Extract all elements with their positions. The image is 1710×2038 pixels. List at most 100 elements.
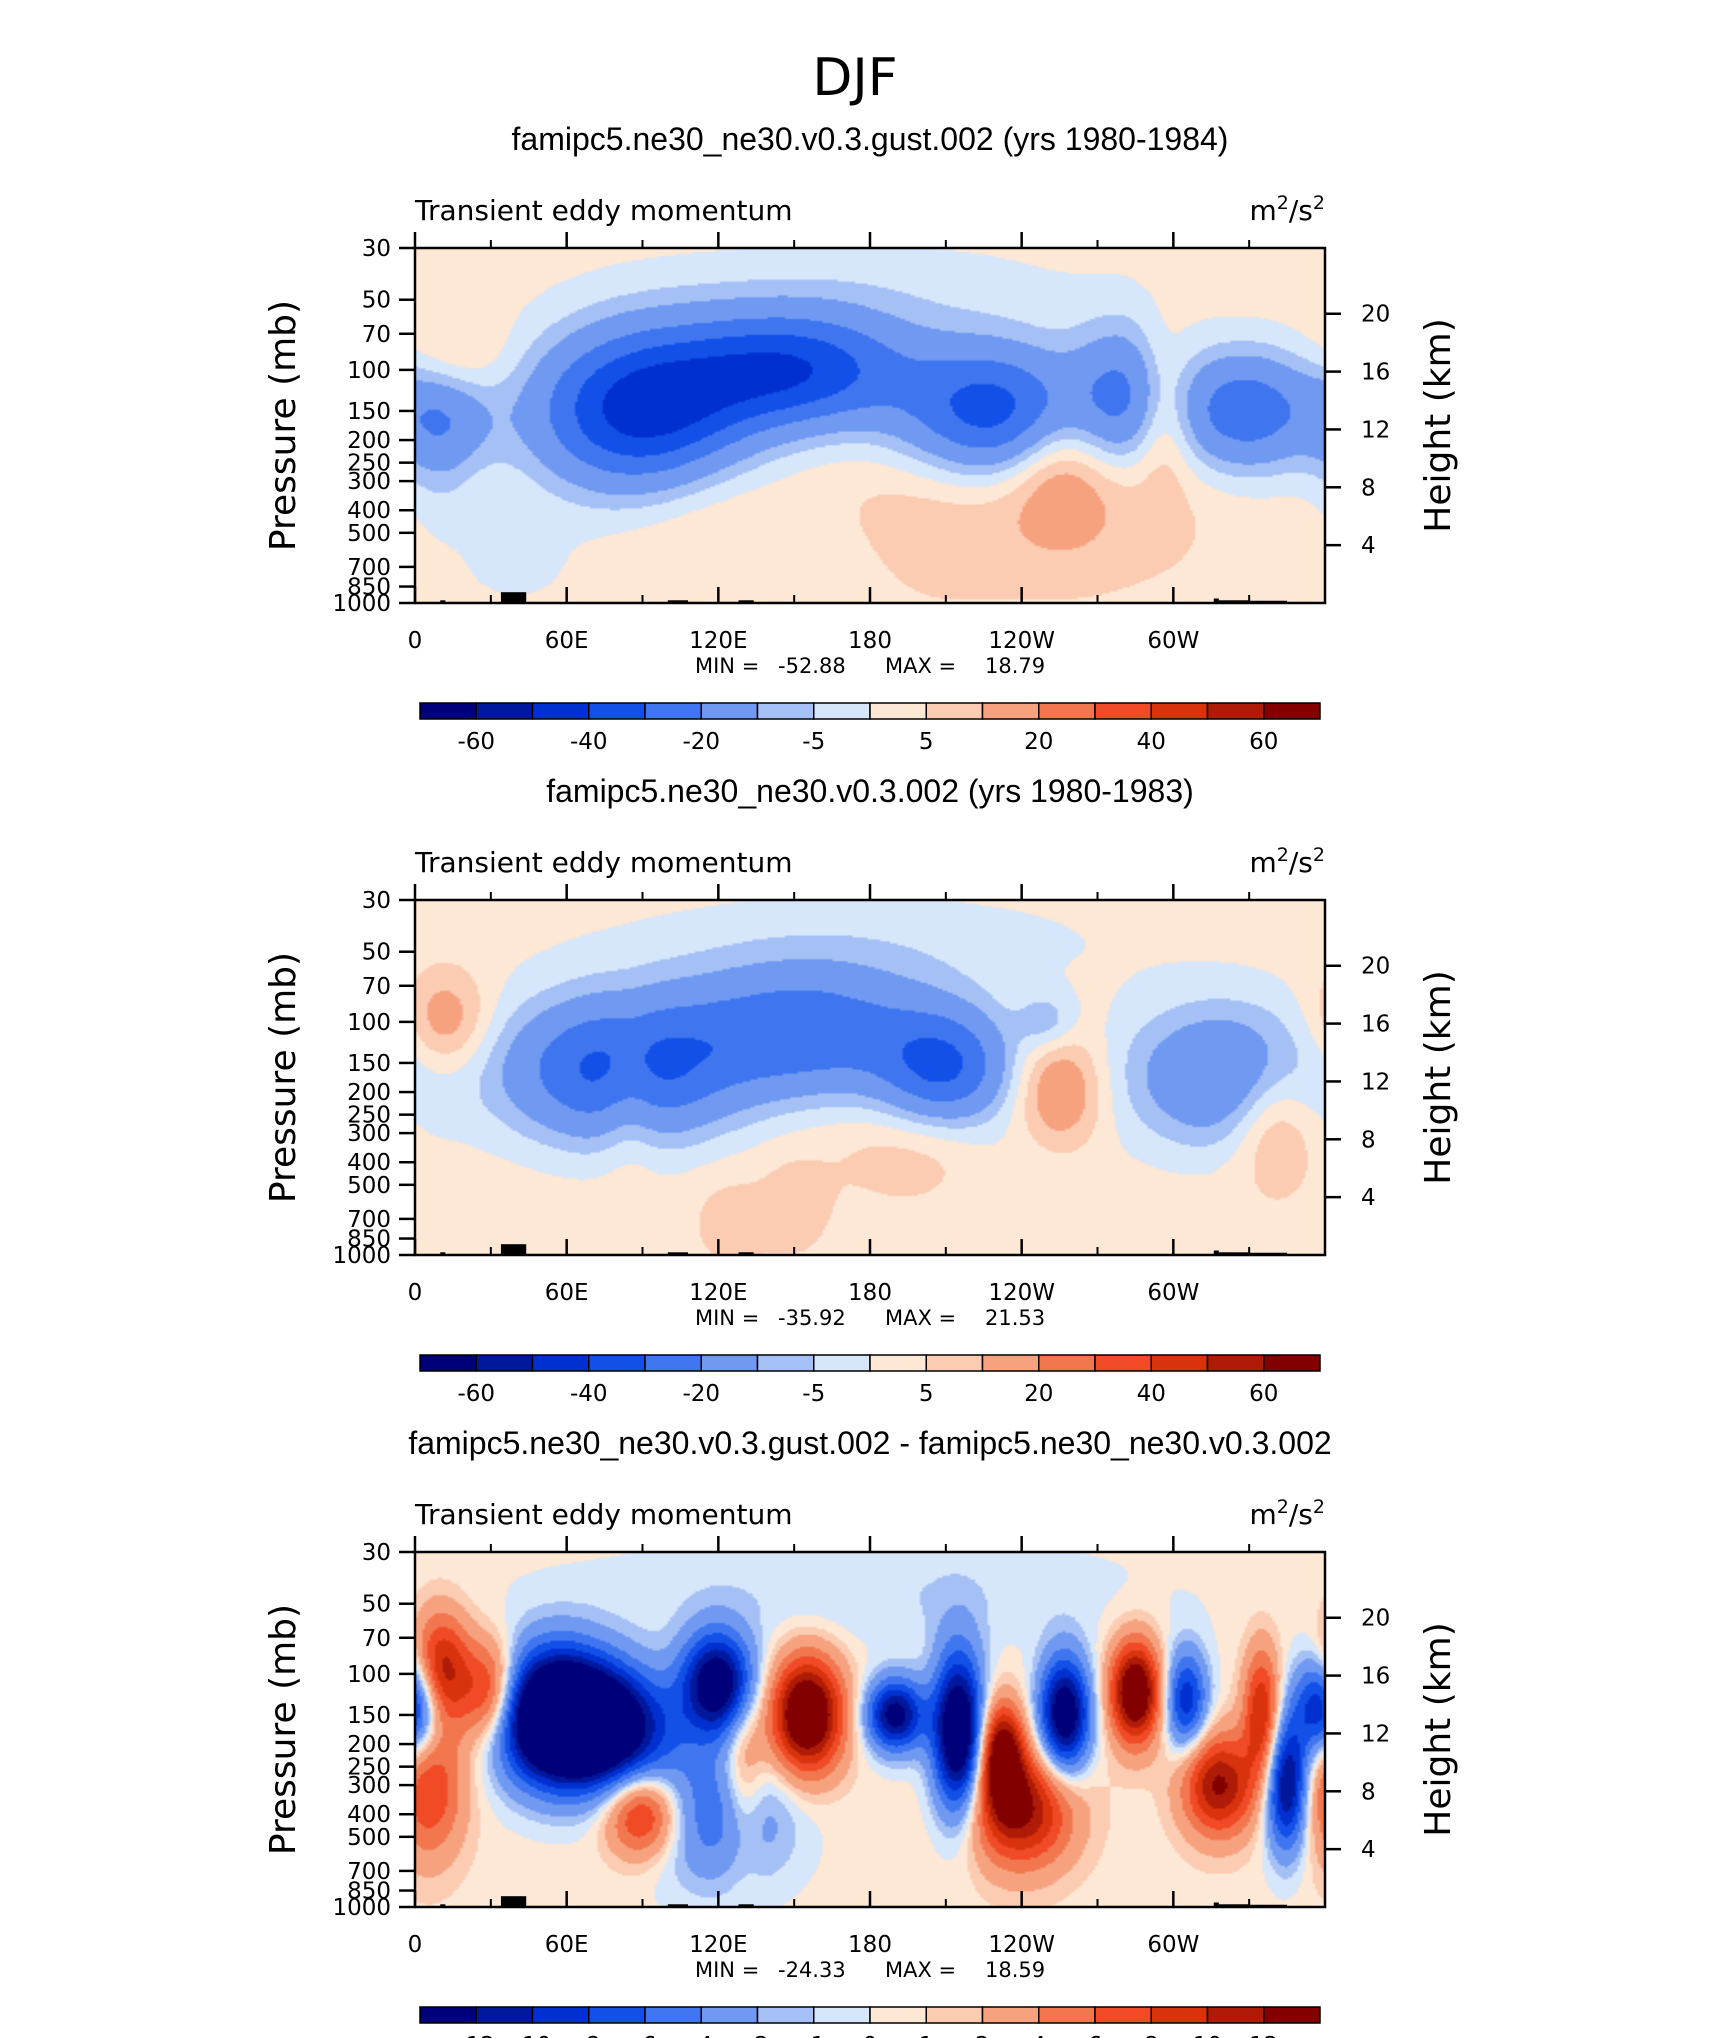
y-tick-label: 1000 bbox=[332, 591, 391, 617]
colorbar-box bbox=[700, 702, 759, 720]
heatmap-field bbox=[415, 248, 1325, 603]
colorbar-label: -8 bbox=[577, 2033, 600, 2038]
colorbar-label: -20 bbox=[682, 1381, 720, 1407]
topography-6 bbox=[1213, 1250, 1219, 1255]
colorbar-label: 2 bbox=[975, 2033, 990, 2038]
colorbar-label: 20 bbox=[1024, 729, 1053, 755]
heatmap-field bbox=[415, 1552, 1325, 1907]
x-tick-label: 120W bbox=[988, 1932, 1055, 1958]
y-tick-label: 150 bbox=[347, 1703, 391, 1729]
panel-left-label: Transient eddy momentum bbox=[414, 846, 793, 879]
colorbar-box bbox=[869, 1354, 927, 1372]
colorbar-label: 40 bbox=[1137, 1381, 1166, 1407]
stats-min-label: MIN = bbox=[695, 1306, 759, 1330]
x-tick-label: 60E bbox=[545, 1932, 589, 1958]
stats-max-label: MAX = bbox=[885, 1306, 956, 1330]
colorbar-label: -2 bbox=[746, 2033, 769, 2038]
colorbar-box bbox=[1150, 2006, 1209, 2024]
y-tick-label: 1000 bbox=[332, 1243, 391, 1269]
panel-title: famipc5.ne30_ne30.v0.3.gust.002 (yrs 198… bbox=[512, 121, 1229, 157]
y-tick-label: 700 bbox=[347, 1859, 391, 1885]
colorbar-box bbox=[1263, 2006, 1321, 2024]
y-tick-label: 300 bbox=[347, 1121, 391, 1147]
panel-units: m2/s2 bbox=[1250, 844, 1326, 879]
y-tick-label: 200 bbox=[347, 1732, 391, 1758]
topography-7 bbox=[1218, 1904, 1250, 1907]
colorbar-label: 5 bbox=[919, 729, 934, 755]
topography-6 bbox=[1213, 598, 1219, 603]
topography-6 bbox=[1213, 1902, 1219, 1907]
y-tick-label: 100 bbox=[347, 1010, 391, 1036]
topography-5 bbox=[738, 1252, 754, 1255]
colorbar-label: 12 bbox=[1249, 2033, 1278, 2038]
y-tick-label: 150 bbox=[347, 1051, 391, 1077]
colorbar-box bbox=[813, 702, 871, 720]
colorbar-box bbox=[475, 702, 534, 720]
colorbar-box bbox=[1038, 1354, 1096, 1372]
colorbar-box bbox=[419, 2006, 477, 2024]
y2-tick-label: 12 bbox=[1361, 417, 1390, 443]
y-tick-label: 30 bbox=[362, 1540, 391, 1566]
y-tick-label: 250 bbox=[347, 1103, 391, 1129]
x-tick-label: 120E bbox=[689, 1932, 747, 1958]
y2-tick-label: 4 bbox=[1361, 1837, 1376, 1863]
colorbar-box bbox=[1094, 702, 1152, 720]
colorbar-box bbox=[644, 1354, 702, 1372]
colorbar-box bbox=[981, 702, 1040, 720]
stats-min-value: -52.88 bbox=[778, 654, 846, 678]
y2-tick-label: 12 bbox=[1361, 1069, 1390, 1095]
y2-tick-label: 16 bbox=[1361, 1664, 1390, 1690]
colorbar-label: 0 bbox=[863, 2033, 878, 2038]
y-tick-label: 30 bbox=[362, 888, 391, 914]
y-tick-label: 500 bbox=[347, 1825, 391, 1851]
colorbar-label: -40 bbox=[570, 1381, 608, 1407]
topography-3 bbox=[500, 1244, 527, 1255]
colorbar-label: 8 bbox=[1144, 2033, 1159, 2038]
topography-4 bbox=[667, 600, 688, 603]
colorbar-box bbox=[813, 2006, 871, 2024]
y-tick-label: 70 bbox=[362, 974, 391, 1000]
y2-tick-label: 8 bbox=[1361, 1127, 1376, 1153]
colorbar-box bbox=[1206, 2006, 1265, 2024]
colorbar-label: -20 bbox=[682, 729, 720, 755]
topography-7 bbox=[1218, 600, 1250, 603]
y-tick-label: 100 bbox=[347, 1662, 391, 1688]
y-tick-label: 50 bbox=[362, 1592, 391, 1618]
stats-max-label: MAX = bbox=[885, 1958, 956, 1982]
y-tick-label: 300 bbox=[347, 469, 391, 495]
x-tick-label: 60W bbox=[1147, 1280, 1199, 1306]
colorbar-label: -60 bbox=[457, 729, 495, 755]
y-tick-label: 100 bbox=[347, 358, 391, 384]
colorbar-box bbox=[813, 1354, 871, 1372]
colorbar-box bbox=[925, 702, 984, 720]
y2-tick-label: 12 bbox=[1361, 1721, 1390, 1747]
stats-max-label: MAX = bbox=[885, 654, 956, 678]
y2-tick-label: 20 bbox=[1361, 302, 1390, 328]
y-tick-label: 70 bbox=[362, 322, 391, 348]
colorbar-box bbox=[1038, 2006, 1096, 2024]
colorbar-box bbox=[700, 1354, 759, 1372]
x-tick-label: 120E bbox=[689, 628, 747, 654]
topography-3 bbox=[500, 1896, 527, 1907]
x-tick-label: 60W bbox=[1147, 1932, 1199, 1958]
colorbar-label: -10 bbox=[514, 2033, 552, 2038]
x-tick-label: 0 bbox=[408, 628, 423, 654]
stats-min-label: MIN = bbox=[695, 654, 759, 678]
y-tick-label: 50 bbox=[362, 940, 391, 966]
y2-axis-title: Height (km) bbox=[1418, 1622, 1459, 1836]
x-tick-label: 120E bbox=[689, 1280, 747, 1306]
panel-title: famipc5.ne30_ne30.v0.3.002 (yrs 1980-198… bbox=[546, 773, 1194, 809]
colorbar-box bbox=[531, 1354, 590, 1372]
stats-max-value: 18.79 bbox=[985, 654, 1045, 678]
stats-max-value: 18.59 bbox=[985, 1958, 1045, 1982]
colorbar-box bbox=[1263, 1354, 1321, 1372]
y2-tick-label: 16 bbox=[1361, 360, 1390, 386]
colorbar-label: 60 bbox=[1249, 1381, 1278, 1407]
y-tick-label: 400 bbox=[347, 498, 391, 524]
y-tick-label: 500 bbox=[347, 1173, 391, 1199]
colorbar-label: 4 bbox=[1031, 2033, 1046, 2038]
colorbar-box bbox=[925, 2006, 984, 2024]
colorbar-label: -40 bbox=[570, 729, 608, 755]
colorbar-box bbox=[588, 1354, 646, 1372]
colorbar-label: -60 bbox=[457, 1381, 495, 1407]
